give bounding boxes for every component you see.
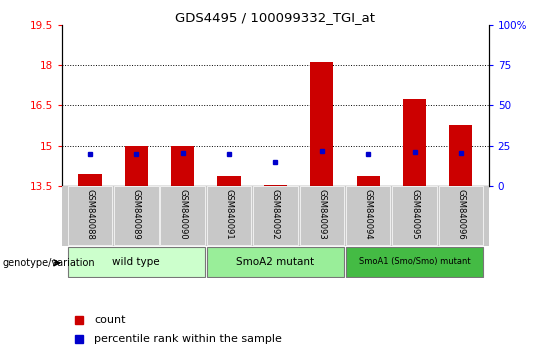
Bar <box>346 247 483 276</box>
Text: percentile rank within the sample: percentile rank within the sample <box>94 333 282 344</box>
Text: GSM840092: GSM840092 <box>271 189 280 240</box>
Bar <box>438 187 483 245</box>
Bar <box>207 247 344 276</box>
Text: GSM840090: GSM840090 <box>178 189 187 240</box>
Title: GDS4495 / 100099332_TGI_at: GDS4495 / 100099332_TGI_at <box>176 11 375 24</box>
Bar <box>68 187 112 245</box>
Bar <box>125 146 148 186</box>
Bar <box>310 62 333 186</box>
Text: GSM840088: GSM840088 <box>85 189 94 240</box>
Text: GSM840096: GSM840096 <box>456 189 465 240</box>
Text: GSM840094: GSM840094 <box>363 189 373 240</box>
Bar <box>403 99 426 186</box>
Bar <box>300 187 344 245</box>
Bar <box>218 176 241 186</box>
Bar <box>68 247 205 276</box>
Text: SmoA1 (Smo/Smo) mutant: SmoA1 (Smo/Smo) mutant <box>359 257 470 267</box>
Text: GSM840089: GSM840089 <box>132 189 141 240</box>
Bar <box>171 146 194 186</box>
Text: count: count <box>94 315 126 325</box>
Bar <box>449 125 472 186</box>
Text: GSM840091: GSM840091 <box>225 189 233 240</box>
Bar <box>114 187 159 245</box>
Text: wild type: wild type <box>112 257 160 267</box>
Bar <box>356 176 380 186</box>
Bar <box>264 184 287 186</box>
Text: GSM840095: GSM840095 <box>410 189 419 240</box>
Bar <box>207 187 251 245</box>
Text: SmoA2 mutant: SmoA2 mutant <box>237 257 314 267</box>
Bar <box>346 187 390 245</box>
Text: genotype/variation: genotype/variation <box>3 258 96 268</box>
Text: GSM840093: GSM840093 <box>318 189 326 240</box>
Bar <box>160 187 205 245</box>
Bar <box>392 187 437 245</box>
Bar <box>78 174 102 186</box>
Bar <box>253 187 298 245</box>
